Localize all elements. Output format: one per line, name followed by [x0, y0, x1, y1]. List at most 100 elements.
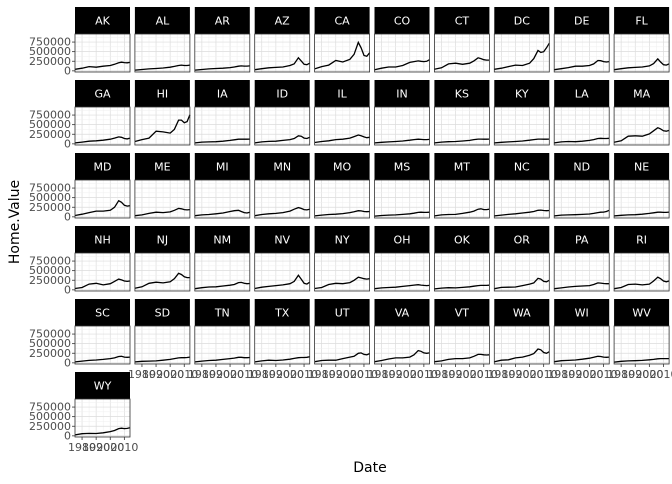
facet-strip [314, 80, 370, 107]
facet-strip [75, 299, 130, 326]
facet-label: TN [214, 307, 230, 320]
panel-border [74, 33, 131, 73]
y-tick-label: 750000 [29, 182, 71, 195]
facet-strip [434, 153, 490, 180]
facet-strip [194, 80, 250, 107]
y-tick-label: 750000 [29, 255, 71, 268]
series-line [314, 210, 370, 217]
series-line [374, 211, 430, 217]
panel-border [254, 179, 311, 219]
series-line [554, 209, 610, 217]
facet-label: OH [394, 234, 411, 247]
series-line [494, 209, 550, 217]
panel-background [614, 326, 670, 364]
panel-border [374, 325, 430, 365]
series-line [494, 42, 550, 70]
y-tick-label: 500000 [29, 45, 71, 58]
panel-background [434, 326, 490, 364]
series-line [194, 65, 250, 71]
panel-border [613, 325, 670, 365]
facet-label: IA [217, 88, 228, 101]
facet-strip [374, 299, 430, 326]
panel-background [314, 253, 370, 291]
panel-border [493, 179, 550, 219]
series-line [554, 59, 610, 71]
panel-background [134, 180, 190, 218]
x-tick-label: 1990 [501, 368, 529, 381]
facet-strip [434, 299, 490, 326]
panel-border [194, 179, 251, 219]
facet-label: SD [155, 307, 170, 320]
series-line [494, 348, 550, 363]
series-line [374, 284, 430, 290]
y-tick-label: 500000 [29, 337, 71, 350]
x-tick-label: 2010 [590, 368, 618, 381]
panel-border [314, 325, 371, 365]
x-tick-label: 2000 [575, 368, 603, 381]
x-tick-label: 1980 [248, 368, 276, 381]
facet-strip [75, 7, 130, 34]
series-line [134, 356, 190, 363]
panel-border [374, 106, 430, 146]
y-tick-label: 250000 [29, 128, 71, 141]
facet-strip [134, 226, 190, 253]
series-line [254, 135, 310, 144]
facet-label: GA [94, 88, 111, 101]
facet-label: CA [334, 15, 350, 28]
facet-label: VT [455, 307, 470, 320]
panel-border [254, 106, 311, 146]
panel-border [194, 33, 251, 73]
facet-label: NE [634, 161, 649, 174]
panel-background [254, 34, 310, 72]
facet-label: OK [454, 234, 471, 247]
panel-border [613, 179, 670, 219]
facet-strip [494, 299, 550, 326]
facet-label: MI [216, 161, 229, 174]
facet-strip [75, 226, 130, 253]
panel-border [314, 252, 371, 292]
facet-label: FL [635, 15, 648, 28]
series-line [374, 138, 430, 144]
facet-label: WV [632, 307, 651, 320]
facet-label: TX [274, 307, 290, 320]
y-tick-label: 250000 [29, 274, 71, 287]
facet-strip [494, 153, 550, 180]
series-line [434, 353, 490, 363]
facet-strip [75, 153, 130, 180]
x-tick-label: 2000 [156, 368, 184, 381]
facet-strip [434, 7, 490, 34]
series-line [554, 282, 610, 290]
panel-border [134, 325, 191, 365]
x-tick-label: 1980 [128, 368, 156, 381]
facet-strip [314, 299, 370, 326]
facet-label: KY [515, 88, 529, 101]
panel-background [194, 253, 250, 291]
y-tick-label: 250000 [29, 201, 71, 214]
series-line [74, 355, 131, 363]
series-line [554, 355, 610, 363]
x-tick-label: 1980 [607, 368, 635, 381]
facet-strip [434, 226, 490, 253]
series-line [254, 274, 311, 290]
panel-border [194, 325, 251, 365]
panel-border [74, 106, 131, 146]
x-axis-title: Date [353, 460, 386, 476]
x-tick-label: 1980 [427, 368, 455, 381]
facet-label: HI [157, 88, 169, 101]
x-tick-label: 2010 [170, 368, 198, 381]
panel-border [553, 179, 610, 219]
facet-label: MS [394, 161, 410, 174]
panel-background [614, 34, 670, 72]
x-tick-label: 2000 [336, 368, 364, 381]
facet-label: PA [575, 234, 589, 247]
panel-border [314, 179, 371, 219]
series-line [254, 356, 310, 363]
panel-background [254, 180, 310, 218]
facet-label: NJ [157, 234, 168, 247]
series-line [314, 40, 371, 70]
series-line [434, 57, 490, 70]
facet-label: AK [95, 15, 111, 28]
x-tick-label: 2000 [635, 368, 663, 381]
panel-border [194, 106, 251, 146]
facet-label: WY [94, 380, 112, 393]
